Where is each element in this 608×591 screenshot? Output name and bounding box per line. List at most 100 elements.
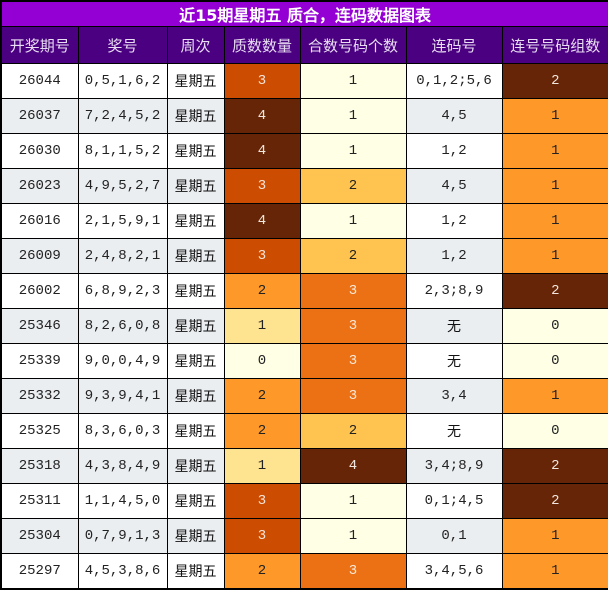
consecutive-cell: 无: [405, 413, 503, 449]
group-count-cell: 1: [501, 168, 608, 204]
consecutive-cell: 1,2: [405, 203, 503, 239]
group-count-cell: 1: [501, 518, 608, 554]
prime-count-cell: 3: [223, 483, 301, 519]
issue-cell: 25339: [0, 343, 79, 379]
table-row: 25332 9,3,9,4,1 星期五 2 3 3,4 1: [0, 378, 608, 414]
group-count-cell: 2: [501, 483, 608, 519]
prime-count-cell: 3: [223, 168, 301, 204]
header-consecutive: 连码号: [405, 26, 503, 64]
consecutive-cell: 3,4,5,6: [405, 553, 503, 590]
title-row: 近15期星期五 质合，连码数据图表: [0, 0, 608, 27]
prime-count-cell: 3: [223, 238, 301, 274]
weekday-cell: 星期五: [166, 413, 225, 449]
numbers-cell: 0,5,1,6,2: [77, 63, 168, 99]
numbers-cell: 2,1,5,9,1: [77, 203, 168, 239]
composite-count-cell: 2: [299, 168, 407, 204]
table-row: 26037 7,2,4,5,2 星期五 4 1 4,5 1: [0, 98, 608, 134]
weekday-cell: 星期五: [166, 553, 225, 590]
issue-cell: 26037: [0, 98, 79, 134]
prime-count-cell: 2: [223, 378, 301, 414]
consecutive-cell: 4,5: [405, 98, 503, 134]
group-count-cell: 0: [501, 343, 608, 379]
composite-count-cell: 3: [299, 553, 407, 590]
header-composite-count: 合数号码个数: [299, 26, 407, 64]
table-title: 近15期星期五 质合，连码数据图表: [0, 0, 608, 27]
weekday-cell: 星期五: [166, 63, 225, 99]
group-count-cell: 0: [501, 308, 608, 344]
issue-cell: 25311: [0, 483, 79, 519]
group-count-cell: 1: [501, 203, 608, 239]
weekday-cell: 星期五: [166, 378, 225, 414]
composite-count-cell: 1: [299, 483, 407, 519]
weekday-cell: 星期五: [166, 448, 225, 484]
group-count-cell: 2: [501, 63, 608, 99]
header-row: 开奖期号 奖号 周次 质数数量 合数号码个数 连码号 连号号码组数: [0, 26, 608, 64]
table-row: 25304 0,7,9,1,3 星期五 3 1 0,1 1: [0, 518, 608, 554]
weekday-cell: 星期五: [166, 203, 225, 239]
consecutive-cell: 0,1,2;5,6: [405, 63, 503, 99]
composite-count-cell: 4: [299, 448, 407, 484]
numbers-cell: 4,5,3,8,6: [77, 553, 168, 590]
group-count-cell: 1: [501, 378, 608, 414]
table-row: 25346 8,2,6,0,8 星期五 1 3 无 0: [0, 308, 608, 344]
consecutive-cell: 2,3;8,9: [405, 273, 503, 309]
group-count-cell: 2: [501, 273, 608, 309]
prime-count-cell: 4: [223, 98, 301, 134]
table-row: 26023 4,9,5,2,7 星期五 3 2 4,5 1: [0, 168, 608, 204]
table-row: 26016 2,1,5,9,1 星期五 4 1 1,2 1: [0, 203, 608, 239]
table-row: 26030 8,1,1,5,2 星期五 4 1 1,2 1: [0, 133, 608, 169]
group-count-cell: 1: [501, 553, 608, 590]
issue-cell: 25332: [0, 378, 79, 414]
group-count-cell: 1: [501, 98, 608, 134]
issue-cell: 26002: [0, 273, 79, 309]
numbers-cell: 8,3,6,0,3: [77, 413, 168, 449]
weekday-cell: 星期五: [166, 98, 225, 134]
issue-cell: 25325: [0, 413, 79, 449]
prime-count-cell: 1: [223, 448, 301, 484]
prime-count-cell: 4: [223, 133, 301, 169]
composite-count-cell: 3: [299, 308, 407, 344]
composite-count-cell: 1: [299, 133, 407, 169]
table-row: 25325 8,3,6,0,3 星期五 2 2 无 0: [0, 413, 608, 449]
prime-count-cell: 3: [223, 63, 301, 99]
numbers-cell: 9,0,0,4,9: [77, 343, 168, 379]
table-row: 25311 1,1,4,5,0 星期五 3 1 0,1;4,5 2: [0, 483, 608, 519]
header-weekday: 周次: [166, 26, 225, 64]
weekday-cell: 星期五: [166, 343, 225, 379]
prime-count-cell: 0: [223, 343, 301, 379]
table-row: 25318 4,3,8,4,9 星期五 1 4 3,4;8,9 2: [0, 448, 608, 484]
header-prime-count: 质数数量: [223, 26, 301, 64]
weekday-cell: 星期五: [166, 133, 225, 169]
issue-cell: 26009: [0, 238, 79, 274]
group-count-cell: 1: [501, 238, 608, 274]
composite-count-cell: 1: [299, 98, 407, 134]
weekday-cell: 星期五: [166, 273, 225, 309]
weekday-cell: 星期五: [166, 238, 225, 274]
consecutive-cell: 3,4;8,9: [405, 448, 503, 484]
header-issue: 开奖期号: [0, 26, 79, 64]
composite-count-cell: 3: [299, 273, 407, 309]
issue-cell: 26016: [0, 203, 79, 239]
table-row: 26044 0,5,1,6,2 星期五 3 1 0,1,2;5,6 2: [0, 63, 608, 99]
weekday-cell: 星期五: [166, 483, 225, 519]
composite-count-cell: 2: [299, 238, 407, 274]
prime-count-cell: 3: [223, 518, 301, 554]
composite-count-cell: 3: [299, 343, 407, 379]
consecutive-cell: 3,4: [405, 378, 503, 414]
table-row: 25339 9,0,0,4,9 星期五 0 3 无 0: [0, 343, 608, 379]
group-count-cell: 2: [501, 448, 608, 484]
issue-cell: 26023: [0, 168, 79, 204]
consecutive-cell: 无: [405, 343, 503, 379]
group-count-cell: 1: [501, 133, 608, 169]
prime-count-cell: 2: [223, 413, 301, 449]
numbers-cell: 4,9,5,2,7: [77, 168, 168, 204]
weekday-cell: 星期五: [166, 308, 225, 344]
consecutive-cell: 0,1;4,5: [405, 483, 503, 519]
numbers-cell: 6,8,9,2,3: [77, 273, 168, 309]
issue-cell: 25346: [0, 308, 79, 344]
numbers-cell: 9,3,9,4,1: [77, 378, 168, 414]
numbers-cell: 8,2,6,0,8: [77, 308, 168, 344]
issue-cell: 25297: [0, 553, 79, 590]
issue-cell: 25304: [0, 518, 79, 554]
